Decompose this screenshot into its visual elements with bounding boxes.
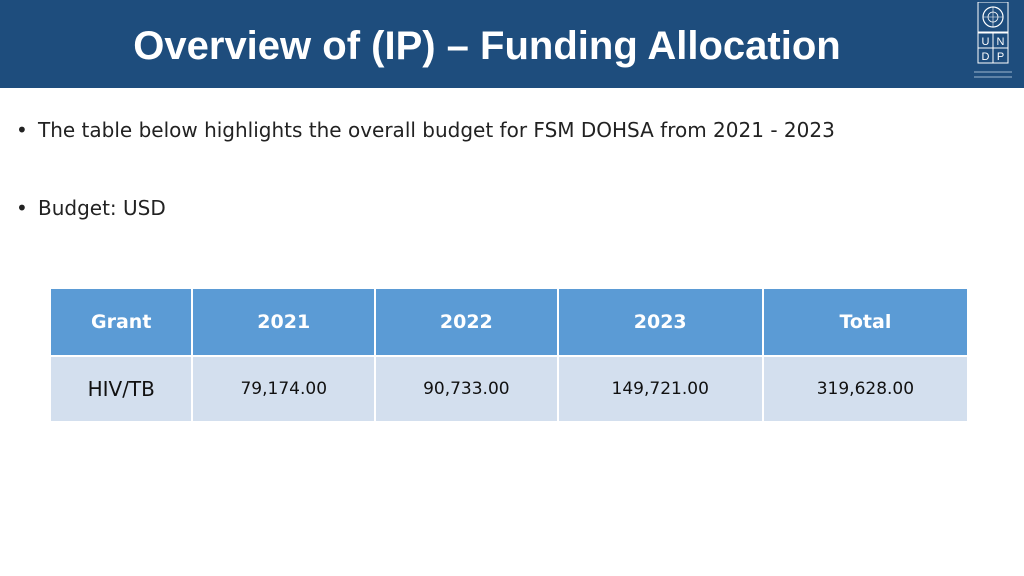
bullet-item: • Budget: USD — [16, 196, 166, 220]
table-cell: 319,628.00 — [763, 357, 967, 421]
bullet-item: • The table below highlights the overall… — [16, 118, 835, 142]
title-banner: Overview of (IP) – Funding Allocation U … — [0, 0, 1024, 88]
undp-logo: U N D P — [974, 2, 1012, 78]
svg-text:U: U — [982, 36, 990, 48]
column-header: Grant — [51, 289, 192, 355]
table-cell: HIV/TB — [51, 357, 192, 421]
budget-table: Grant 2021 2022 2023 Total HIV/TB 79,174… — [49, 287, 969, 423]
table-row: HIV/TB 79,174.00 90,733.00 149,721.00 31… — [51, 357, 967, 421]
column-header: 2022 — [376, 289, 557, 355]
bullet-dot: • — [16, 118, 28, 142]
table-cell: 79,174.00 — [193, 357, 375, 421]
column-header: 2021 — [193, 289, 375, 355]
table-cell: 149,721.00 — [558, 357, 762, 421]
table-header-row: Grant 2021 2022 2023 Total — [51, 289, 967, 355]
svg-text:D: D — [982, 51, 990, 63]
column-header: Total — [763, 289, 967, 355]
svg-text:P: P — [997, 51, 1004, 63]
slide-title-text: Overview of (IP) – Funding Allocation — [133, 24, 841, 68]
bullet-text: Budget: USD — [38, 196, 166, 220]
column-header: 2023 — [558, 289, 762, 355]
bullet-text: The table below highlights the overall b… — [38, 118, 835, 142]
slide-title: Overview of (IP) – Funding Allocation — [0, 22, 1024, 70]
svg-text:N: N — [997, 36, 1005, 48]
bullet-dot: • — [16, 196, 28, 220]
table-cell: 90,733.00 — [376, 357, 557, 421]
